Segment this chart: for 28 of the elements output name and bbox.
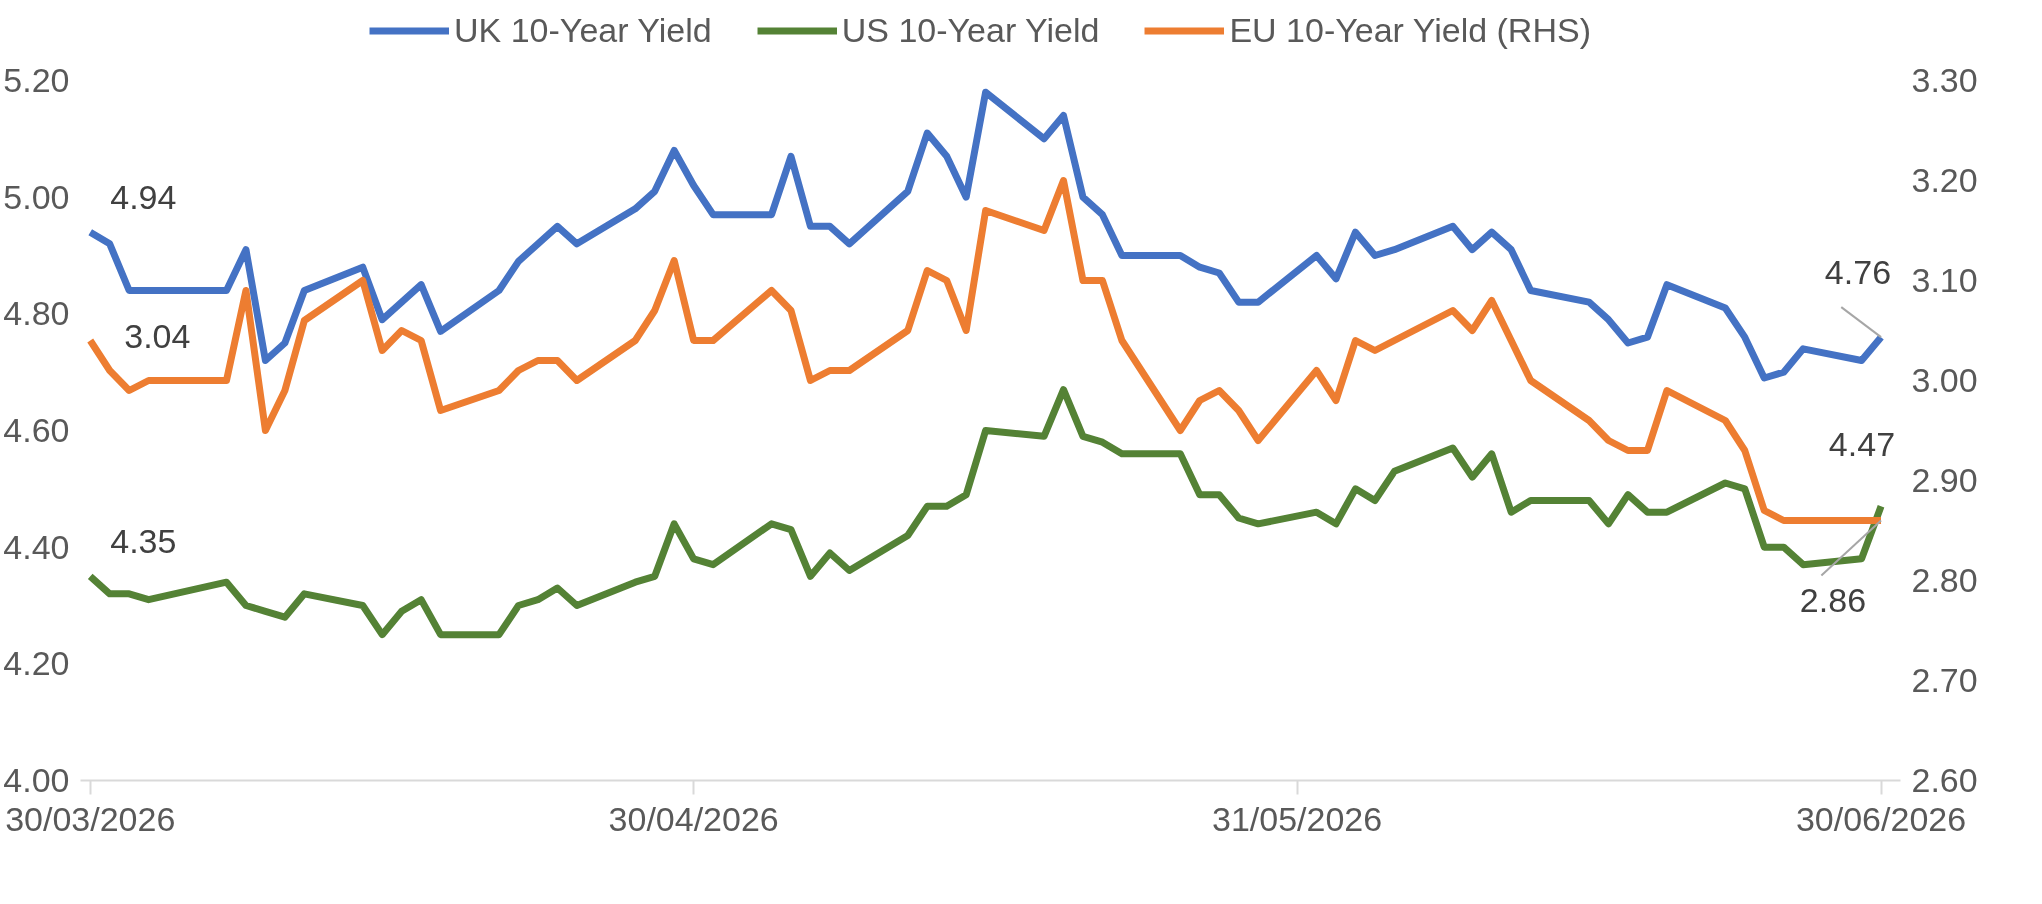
y2-tick-label: 2.90 (1911, 461, 1978, 499)
y2-tick-label: 3.30 (1911, 61, 1978, 99)
y2-tick-label: 3.00 (1911, 361, 1978, 399)
legend-label: UK 10-Year Yield (454, 10, 712, 50)
x-tick-label: 30/03/2026 (5, 799, 176, 838)
y-tick-label: 5.00 (3, 177, 70, 216)
x-tick-label: 30/04/2026 (608, 799, 779, 838)
y-tick-label: 4.00 (3, 761, 70, 799)
data-label: 2.86 (1799, 581, 1867, 619)
y2-tick-label: 3.20 (1911, 161, 1978, 199)
data-label: 4.47 (1828, 424, 1896, 463)
data-label: 3.04 (124, 317, 191, 355)
data-label: 4.76 (1824, 252, 1892, 291)
y-tick-label: 4.60 (3, 411, 70, 449)
y-tick-label: 4.20 (3, 644, 70, 683)
legend-label: US 10-Year Yield (841, 10, 1100, 50)
y2-tick-label: 2.80 (1911, 561, 1978, 599)
y2-tick-label: 2.70 (1911, 661, 1978, 699)
y-tick-label: 5.20 (3, 61, 70, 99)
y2-tick-label: 2.60 (1911, 761, 1978, 799)
y-tick-label: 4.40 (3, 527, 70, 566)
y-tick-label: 4.80 (3, 294, 70, 333)
x-tick-label: 31/05/2026 (1211, 799, 1383, 838)
data-label: 4.35 (110, 521, 177, 560)
x-tick-label: 30/06/2026 (1795, 799, 1967, 838)
y2-tick-label: 3.10 (1911, 261, 1978, 299)
legend-label: EU 10-Year Yield (RHS) (1229, 10, 1591, 50)
data-label: 4.94 (110, 177, 177, 216)
